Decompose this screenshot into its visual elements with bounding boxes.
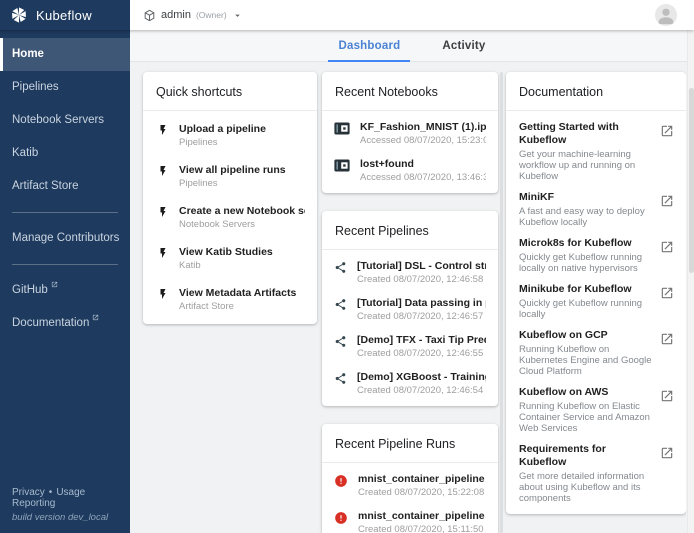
column-documentation: Documentation Getting Started with Kubef… [506, 72, 686, 514]
bolt-icon [157, 288, 169, 300]
card-divider [322, 462, 498, 463]
shortcut-create-notebook-server[interactable]: Create a new Notebook serverNotebook Ser… [143, 197, 317, 238]
pipeline-item[interactable]: [Tutorial] Data passing in python comp..… [322, 291, 498, 328]
tab-bar: Dashboard Activity [130, 30, 694, 62]
external-link-icon [51, 281, 58, 288]
bolt-icon [157, 247, 169, 259]
footer-separator: • [48, 487, 53, 498]
pipeline-item[interactable]: [Demo] XGBoost - Training with Confusi..… [322, 365, 498, 402]
privacy-link[interactable]: Privacy [12, 487, 45, 498]
tab-activity[interactable]: Activity [442, 39, 486, 52]
sidebar-item-pipelines[interactable]: Pipelines [12, 81, 59, 93]
sidebar-item-manage-contributors[interactable]: Manage Contributors [12, 232, 120, 244]
kubeflow-brand[interactable]: Kubeflow [0, 0, 130, 30]
notebook-item[interactable]: lost+found Accessed 08/07/2020, 13:46:37 [322, 152, 498, 189]
pipeline-item[interactable]: [Demo] TFX - Taxi Tip Prediction Model .… [322, 328, 498, 365]
card-divider [322, 110, 498, 111]
top-header: Kubeflow admin (Owner) [0, 0, 694, 30]
card-title: Recent Notebooks [335, 85, 438, 99]
person-icon [658, 8, 674, 25]
card-recent-pipelines: Recent Pipelines [Tutorial] DSL - Contro… [322, 211, 498, 406]
sidebar-item-artifact-store[interactable]: Artifact Store [12, 180, 79, 192]
doc-item-getting-started[interactable]: Getting Started with Kubeflow Get your ma… [506, 117, 686, 187]
brand-name: Kubeflow [36, 7, 92, 23]
card-divider [143, 110, 317, 111]
open-in-new-icon[interactable] [660, 194, 674, 228]
open-in-new-icon[interactable] [660, 332, 674, 377]
pipeline-icon [334, 298, 347, 311]
topbar: admin (Owner) [130, 0, 694, 30]
usage-reporting-link[interactable]: Usage Reporting [12, 487, 86, 509]
bolt-icon [157, 124, 169, 136]
sidebar-divider [12, 212, 118, 213]
sidebar: Home Pipelines Notebook Servers Katib Ar… [0, 30, 130, 533]
column-scrollbar[interactable] [500, 72, 503, 533]
sidebar-footer: Privacy • Usage Reporting build version de… [12, 487, 130, 523]
notebook-icon [334, 159, 350, 172]
sidebar-item-home[interactable]: Home [0, 38, 130, 71]
pipeline-item[interactable]: [Tutorial] DSL - Control structuresCreat… [322, 254, 498, 291]
shortcut-view-pipeline-runs[interactable]: View all pipeline runs Pipelines [143, 156, 317, 197]
namespace-name: admin [161, 9, 191, 21]
card-recent-notebooks: Recent Notebooks KF_Fashion_MNIST (1).ip… [322, 72, 498, 193]
open-in-new-icon[interactable] [660, 446, 674, 504]
dashboard-content: Quick shortcuts Upload a pipeline Pipelin… [130, 62, 686, 533]
run-status [334, 474, 348, 488]
notebook-icon [334, 122, 350, 135]
open-in-new-icon[interactable] [660, 389, 674, 434]
sidebar-divider [12, 264, 118, 265]
shortcut-view-katib-studies[interactable]: View Katib Studies Katib [143, 238, 317, 279]
doc-item-requirements[interactable]: Requirements for Kubeflow Get more detail… [506, 439, 686, 509]
build-version: build version dev_local [12, 512, 109, 523]
shortcut-upload-pipeline[interactable]: Upload a pipeline Pipelines [143, 115, 317, 156]
sidebar-item-documentation[interactable]: Documentation [0, 307, 130, 340]
scrollbar-thumb[interactable] [689, 88, 694, 273]
card-divider [506, 110, 686, 111]
pipeline-icon [334, 261, 347, 274]
sidebar-item-github[interactable]: GitHub [0, 274, 130, 307]
pipeline-run-item[interactable]: mnist_container_pipeline runCreated 08/0… [322, 467, 498, 504]
dropdown-caret-icon [232, 10, 243, 21]
card-title: Recent Pipelines [335, 224, 429, 238]
pipeline-icon [334, 335, 347, 348]
card-quick-shortcuts: Quick shortcuts Upload a pipeline Pipelin… [143, 72, 317, 324]
column-recents: Recent Notebooks KF_Fashion_MNIST (1).ip… [322, 72, 498, 533]
shortcut-view-metadata-artifacts[interactable]: View Metadata Artifacts Artifact Store [143, 279, 317, 320]
doc-item-kubeflow-gcp[interactable]: Kubeflow on GCP Running Kubeflow on Kuber… [506, 325, 686, 382]
namespace-selector[interactable]: admin (Owner) [143, 9, 243, 22]
avatar[interactable] [655, 4, 677, 26]
notebook-item[interactable]: KF_Fashion_MNIST (1).ipynbAccessed 08/07… [322, 115, 498, 152]
bolt-icon [157, 206, 169, 218]
page-scrollbar[interactable] [687, 30, 694, 533]
column-quick-shortcuts: Quick shortcuts Upload a pipeline Pipelin… [143, 72, 317, 324]
error-icon [335, 512, 347, 524]
error-icon [335, 475, 347, 487]
doc-item-microk8s[interactable]: Microk8s for Kubeflow Quickly get Kubeflo… [506, 233, 686, 279]
open-in-new-icon[interactable] [660, 240, 674, 274]
kubeflow-logo-icon [10, 6, 28, 24]
namespace-cube-icon [143, 9, 156, 22]
open-in-new-icon[interactable] [660, 124, 674, 182]
pipeline-icon [334, 372, 347, 385]
card-divider [322, 249, 498, 250]
card-recent-pipeline-runs: Recent Pipeline Runs mnist_container_pip… [322, 424, 498, 533]
card-title: Documentation [519, 85, 604, 99]
sidebar-item-notebook-servers[interactable]: Notebook Servers [12, 114, 105, 126]
doc-item-minikube[interactable]: Minikube for Kubeflow Quickly get Kubeflo… [506, 279, 686, 325]
card-title: Recent Pipeline Runs [335, 437, 456, 451]
doc-item-kubeflow-aws[interactable]: Kubeflow on AWS Running Kubeflow on Elast… [506, 382, 686, 439]
external-link-icon [92, 314, 99, 321]
sidebar-item-katib[interactable]: Katib [12, 147, 39, 159]
card-title: Quick shortcuts [156, 85, 243, 99]
pipeline-run-item[interactable]: mnist_container_pipeline runCreated 08/0… [322, 504, 498, 533]
bolt-icon [157, 165, 169, 177]
namespace-role: (Owner) [195, 10, 227, 20]
run-status [334, 511, 348, 525]
main-area: Dashboard Activity Quick shortcuts Uploa… [130, 30, 694, 533]
doc-item-minikf[interactable]: MiniKF A fast and easy way to deploy Kube… [506, 187, 686, 233]
open-in-new-icon[interactable] [660, 286, 674, 320]
card-documentation: Documentation Getting Started with Kubef… [506, 72, 686, 514]
tab-dashboard[interactable]: Dashboard [317, 30, 421, 62]
